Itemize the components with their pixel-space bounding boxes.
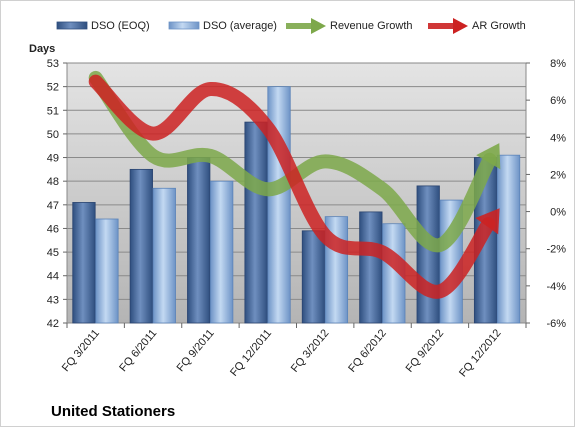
x-tick-label: FQ 6/2011: [117, 327, 159, 374]
left-tick-label: 53: [47, 58, 59, 70]
x-tick-label: FQ 3/2012: [289, 327, 332, 375]
bar-dso-average: [210, 180, 234, 324]
legend-arrowhead-revenue-growth: [311, 18, 326, 34]
right-tick-label: 0%: [550, 207, 566, 219]
growth-lines: [88, 70, 501, 299]
left-tick-label: 52: [47, 82, 59, 94]
legend-item-ar-growth: AR Growth: [428, 18, 526, 34]
right-tick-label: 4%: [550, 132, 566, 144]
left-tick-label: 43: [47, 294, 59, 306]
bar-dso-average: [496, 154, 521, 324]
right-tick-label: 8%: [550, 58, 566, 70]
line-revenue-growth: [88, 70, 497, 253]
legend-item-dso-average: DSO (average): [168, 20, 277, 32]
left-tick-label: 44: [47, 271, 59, 283]
x-tick-label: FQ 12/2011: [228, 327, 274, 379]
x-tick-label: FQ 3/2011: [60, 327, 102, 374]
legend: DSO (EOQ) DSO (average) Revenue Growth A…: [56, 18, 526, 34]
legend-label-dso-eoq: DSO (EOQ): [91, 20, 150, 32]
legend-label-ar-growth: AR Growth: [472, 20, 526, 32]
left-tick-label: 42: [47, 318, 59, 330]
chart-title: United Stationers: [51, 403, 175, 420]
right-tick-label: 6%: [550, 95, 566, 107]
legend-swatch-dso-average: [168, 21, 200, 30]
left-axis-ticks: 42 43 44 45 46 47 48 49 50 51 52 53: [47, 58, 67, 330]
left-tick-label: 48: [47, 176, 59, 188]
bar-dso-eoq: [416, 185, 440, 324]
bar-dso-average: [152, 187, 176, 324]
x-tick-label: FQ 9/2012: [404, 327, 447, 375]
legend-item-dso-eoq: DSO (EOQ): [56, 20, 150, 32]
legend-swatch-dso-eoq: [56, 21, 88, 30]
bar-dso-eoq: [244, 121, 268, 324]
left-tick-label: 45: [47, 247, 59, 259]
legend-arrowhead-ar-growth: [453, 18, 468, 34]
bar-dso-eoq: [129, 168, 153, 324]
left-tick-label: 49: [47, 153, 59, 165]
x-axis-ticks: FQ 3/2011 FQ 6/2011 FQ 9/2011 FQ 12/2011 FQ …: [60, 323, 527, 379]
left-tick-label: 46: [47, 223, 59, 235]
bar-dso-eoq: [359, 211, 383, 324]
x-tick-label: FQ 12/2012: [457, 327, 504, 379]
bar-dso-eoq: [301, 230, 326, 324]
right-tick-label: 2%: [550, 169, 566, 181]
right-axis-ticks: -6% -4% -2% 0% 2% 4% 6% 8%: [526, 58, 566, 330]
left-tick-label: 47: [47, 200, 59, 212]
right-tick-label: -6%: [546, 318, 566, 330]
left-tick-label: 50: [47, 129, 59, 141]
x-tick-label: FQ 9/2011: [175, 327, 217, 374]
legend-label-revenue-growth: Revenue Growth: [330, 20, 413, 32]
x-tick-label: FQ 6/2012: [346, 327, 389, 375]
bar-dso-eoq: [187, 157, 211, 324]
right-tick-label: -4%: [546, 281, 566, 293]
arrowhead-revenue-growth: [476, 143, 501, 170]
bar-dso-average: [95, 218, 119, 324]
y-axis-label: Days: [29, 43, 55, 55]
legend-item-revenue-growth: Revenue Growth: [286, 18, 413, 34]
bar-dso-eoq: [72, 202, 96, 324]
legend-label-dso-average: DSO (average): [203, 20, 277, 32]
right-tick-label: -2%: [546, 244, 566, 256]
left-tick-label: 51: [47, 105, 59, 117]
arrowhead-ar-growth: [475, 208, 500, 235]
line-ar-growth: [88, 74, 496, 299]
